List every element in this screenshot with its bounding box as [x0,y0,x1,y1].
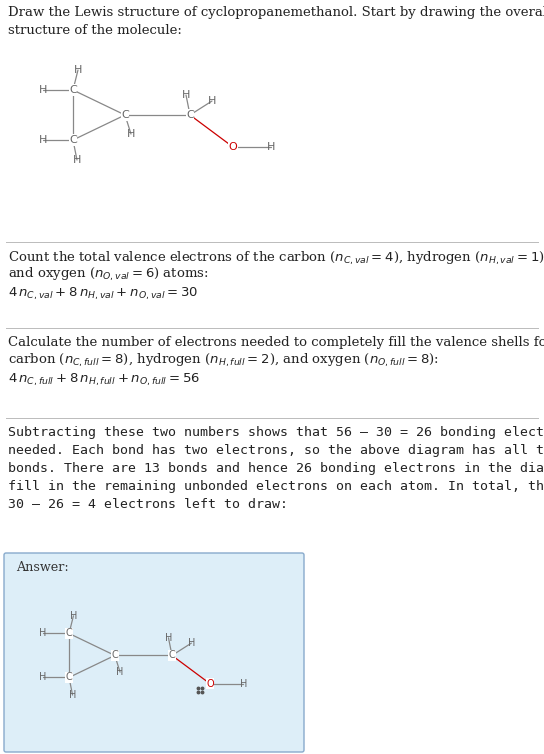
Text: O: O [228,142,237,152]
Text: Calculate the number of electrons needed to completely fill the valence shells f: Calculate the number of electrons needed… [8,336,544,349]
Text: C: C [69,85,77,95]
Text: H: H [239,679,247,688]
Text: H: H [127,129,135,139]
Text: and oxygen ($n_{O,val} = 6$) atoms:: and oxygen ($n_{O,val} = 6$) atoms: [8,266,208,284]
Text: C: C [66,673,72,682]
Text: C: C [66,628,72,639]
Text: O: O [206,679,214,688]
Text: H: H [73,155,81,165]
Text: $4\,n_{C,val} + 8\,n_{H,val} + n_{O,val} = 30$: $4\,n_{C,val} + 8\,n_{H,val} + n_{O,val}… [8,286,199,302]
Text: H: H [208,96,216,106]
Text: C: C [186,110,194,120]
Text: H: H [69,690,76,700]
Text: H: H [74,65,82,75]
Text: $4\,n_{C,full} + 8\,n_{H,full} + n_{O,full} = 56$: $4\,n_{C,full} + 8\,n_{H,full} + n_{O,fu… [8,372,200,388]
Text: C: C [69,135,77,145]
Text: H: H [165,633,172,643]
Text: C: C [121,110,129,120]
Text: Subtracting these two numbers shows that 56 – 30 = 26 bonding electrons are
need: Subtracting these two numbers shows that… [8,426,544,511]
Text: H: H [267,142,275,152]
Text: H: H [39,673,46,682]
Text: C: C [169,651,175,661]
Text: H: H [188,638,195,648]
Text: H: H [182,90,190,100]
Text: Answer:: Answer: [16,561,69,574]
Text: H: H [116,667,124,677]
Text: carbon ($n_{C,full} = 8$), hydrogen ($n_{H,full} = 2$), and oxygen ($n_{O,full} : carbon ($n_{C,full} = 8$), hydrogen ($n_… [8,352,439,369]
Text: C: C [112,651,118,661]
Text: H: H [39,135,47,145]
Text: Draw the Lewis structure of cyclopropanemethanol. Start by drawing the overall
s: Draw the Lewis structure of cyclopropane… [8,6,544,37]
FancyBboxPatch shape [4,553,304,752]
Text: H: H [70,611,77,621]
Text: H: H [39,85,47,95]
Text: H: H [39,628,46,639]
Text: Count the total valence electrons of the carbon ($n_{C,val} = 4$), hydrogen ($n_: Count the total valence electrons of the… [8,250,544,267]
